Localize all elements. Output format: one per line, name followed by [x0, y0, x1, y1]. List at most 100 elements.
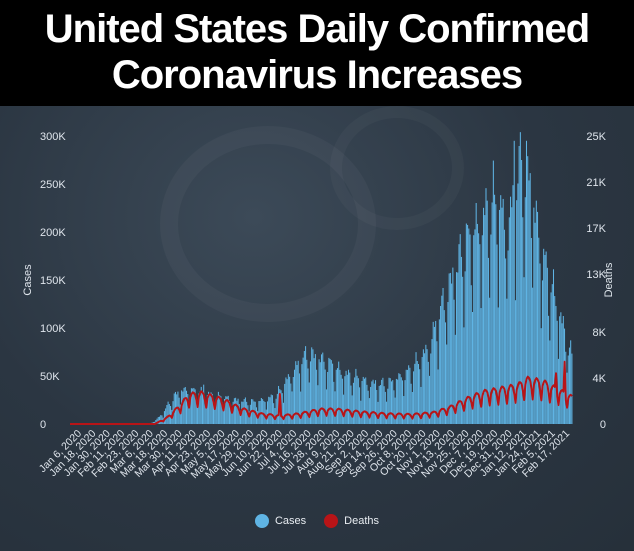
case-bar — [497, 307, 499, 424]
case-bar — [193, 387, 195, 424]
y2-tick-label: 25K — [586, 131, 606, 143]
case-bar — [155, 420, 157, 424]
case-bar — [219, 395, 221, 424]
case-bar — [393, 390, 395, 424]
case-bar — [289, 376, 291, 424]
case-bar — [194, 389, 196, 424]
case-bar — [481, 235, 483, 424]
case-bar — [187, 394, 189, 424]
case-bar — [436, 341, 438, 424]
case-bar — [340, 374, 342, 424]
case-bar — [510, 196, 512, 424]
case-bar — [454, 334, 456, 424]
case-bar — [440, 306, 442, 424]
case-bar — [441, 295, 443, 424]
case-bar — [226, 396, 228, 424]
case-bar — [427, 361, 429, 424]
case-bar — [414, 363, 416, 424]
case-bar — [398, 373, 400, 424]
case-bar — [368, 398, 370, 424]
case-bar — [332, 363, 334, 424]
case-bar — [309, 361, 311, 424]
case-bar — [204, 397, 206, 424]
legend-item-deaths[interactable]: Deaths — [324, 514, 379, 528]
case-bar — [533, 207, 535, 424]
case-bar — [209, 394, 211, 424]
case-bar — [236, 400, 238, 424]
case-bar — [217, 391, 219, 424]
case-bar — [402, 380, 404, 424]
case-bar — [298, 373, 300, 424]
case-bar — [262, 399, 264, 424]
case-bar — [411, 391, 413, 424]
case-bar — [192, 388, 194, 424]
case-bar — [327, 371, 329, 424]
case-bar — [465, 223, 467, 424]
case-bar — [403, 396, 405, 424]
y2-tick-label: 13K — [586, 269, 606, 281]
case-bar — [549, 340, 551, 424]
case-bar — [505, 258, 507, 424]
case-bar — [203, 384, 205, 424]
case-bar — [410, 383, 412, 424]
case-bar — [492, 160, 494, 424]
case-bar — [571, 353, 573, 424]
case-bar — [205, 406, 207, 424]
case-bar — [306, 359, 308, 424]
case-bar — [470, 285, 472, 424]
case-bar — [297, 360, 299, 424]
case-bar — [346, 374, 348, 424]
case-bar — [345, 370, 347, 424]
case-bar — [258, 401, 260, 424]
case-bar — [552, 269, 555, 424]
case-bar — [260, 398, 262, 424]
case-bar — [550, 292, 552, 424]
case-bar — [166, 405, 168, 424]
case-bar — [556, 320, 558, 424]
case-bar — [370, 386, 372, 424]
case-bar — [468, 228, 470, 424]
case-bar — [397, 379, 399, 424]
case-bar — [318, 359, 320, 424]
case-bar — [514, 300, 516, 424]
case-bar — [225, 396, 227, 424]
case-bar — [500, 195, 502, 424]
case-bar — [263, 400, 265, 424]
chart-svg: 0 50K 100K 150K 200K 250K 300K 0 4K 8K 13K 17K 21K 25… — [22, 131, 615, 481]
case-bar — [459, 234, 461, 424]
case-bar — [471, 312, 474, 424]
case-bar — [430, 353, 432, 424]
case-bar — [303, 351, 305, 424]
case-bar — [443, 310, 445, 424]
case-bar — [305, 346, 307, 424]
y-tick-label: 50K — [40, 371, 60, 383]
case-bar — [480, 308, 482, 424]
case-bar — [528, 180, 530, 424]
case-bar — [568, 347, 570, 424]
case-bar — [375, 380, 377, 424]
case-bar — [508, 217, 510, 424]
case-bar — [333, 381, 335, 424]
case-bar — [160, 415, 162, 424]
case-bar — [182, 391, 184, 424]
case-bar — [371, 381, 373, 424]
case-bar — [221, 401, 223, 424]
case-bar — [235, 397, 237, 424]
case-bar — [165, 408, 167, 424]
case-bar — [422, 349, 424, 424]
case-bar — [545, 251, 547, 424]
case-bar — [267, 401, 269, 424]
case-bar — [539, 263, 541, 424]
case-bar — [425, 344, 427, 424]
y2-axis-label: Deaths — [603, 262, 615, 297]
legend-item-cases[interactable]: Cases — [254, 514, 306, 528]
case-bar — [287, 374, 289, 424]
case-bar — [516, 200, 518, 424]
case-bar — [551, 284, 553, 424]
case-bar — [244, 397, 246, 424]
chart-panel: 0 50K 100K 150K 200K 250K 300K 0 4K 8K 13K 17K 21K 25… — [0, 106, 634, 551]
case-bar — [222, 410, 224, 424]
case-bar — [419, 369, 421, 424]
case-bar — [485, 188, 487, 424]
